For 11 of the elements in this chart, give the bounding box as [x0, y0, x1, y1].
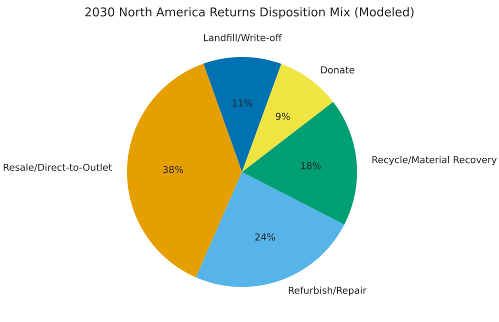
slice-label: Landfill/Write-off — [204, 34, 282, 42]
data-label: 9% — [276, 112, 290, 120]
data-label: 38% — [163, 166, 184, 174]
data-label: 11% — [232, 99, 252, 107]
slice-label: Refurbish/Repair — [288, 286, 367, 296]
data-label: 24% — [255, 233, 276, 241]
slice-label: Resale/Direct-to-Outlet — [4, 164, 112, 172]
slice-label: Donate — [321, 66, 354, 74]
chart-title: 2030 North America Returns Disposition Mix (Modeled) — [85, 7, 414, 19]
data-label: 18% — [301, 162, 321, 170]
slice-label: Recycle/Material Recovery — [372, 156, 497, 166]
